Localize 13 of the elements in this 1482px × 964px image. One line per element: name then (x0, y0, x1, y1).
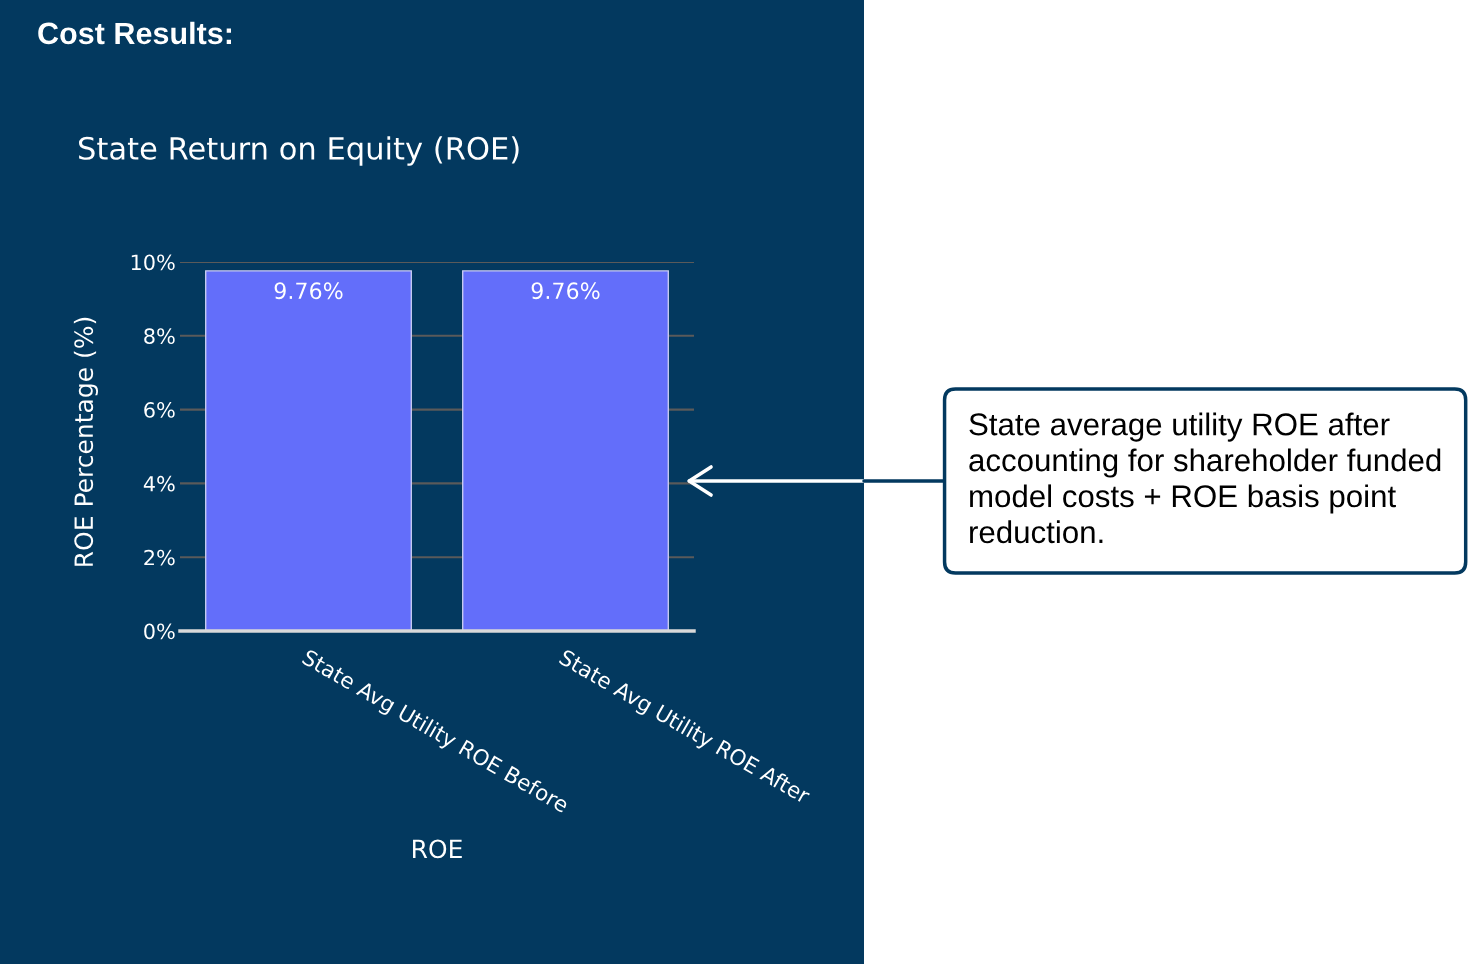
text: State average utility ROE after accounting for shareholder funded model costs + ROE basis point reduction. (969, 412, 1441, 544)
y-axis-title: ROE Percentage (%) (73, 317, 98, 566)
y-tick-label: 10% (131, 254, 175, 271)
chart-subtitle: State Return on Equity (ROE) (79, 136, 519, 166)
x-axis-title: ROE (413, 839, 462, 859)
data-label: 9.76% (274, 282, 343, 300)
y-tick-label: 0% (144, 623, 175, 640)
chart-title: Cost Results: (38, 21, 231, 45)
data-label: 9.76% (531, 282, 600, 300)
y-tick-label: 4% (143, 475, 175, 492)
y-tick-label: 8% (144, 328, 175, 345)
y-tick-label: 6% (144, 402, 175, 418)
y-tick-label: 2% (144, 549, 175, 566)
